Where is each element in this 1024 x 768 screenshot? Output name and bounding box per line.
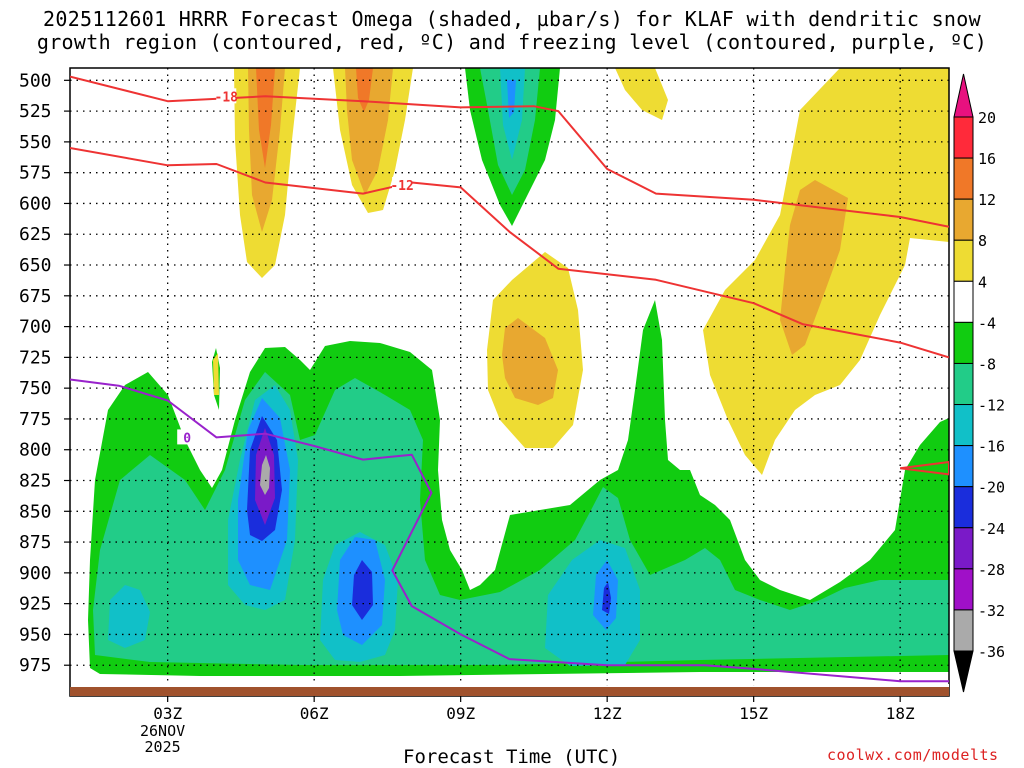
y-tick-label-750: 750	[19, 378, 52, 399]
y-tick-label-975: 975	[19, 655, 52, 676]
colorbar-box-7	[953, 404, 974, 447]
omega-region-minus20-b	[352, 560, 373, 620]
colorbar-label-4: 4	[978, 273, 987, 291]
y-tick-label-725: 725	[19, 347, 52, 368]
contour-label-1: -12	[390, 179, 413, 194]
y-tick-label-875: 875	[19, 532, 52, 553]
omega-region-plus12-05z	[256, 68, 275, 168]
x-tick-label-12Z: 12Z	[593, 704, 622, 723]
ground-surface-strip	[70, 687, 949, 696]
ground-surface-edge	[70, 684, 949, 687]
colorbar-arrow-top	[953, 73, 974, 118]
init-date-label: 26NOV 2025	[140, 723, 185, 755]
y-tick-label-525: 525	[19, 101, 52, 122]
y-tick-label-950: 950	[19, 624, 52, 645]
colorbar-label-6: -8	[978, 355, 996, 373]
grid	[70, 68, 949, 696]
colorbar-box-0	[953, 116, 974, 159]
x-tick-label-18Z: 18Z	[886, 704, 915, 723]
x-axis-title: Forecast Time (UTC)	[403, 746, 621, 768]
y-tick-label-850: 850	[19, 501, 52, 522]
contour-label-0: -18	[215, 90, 239, 105]
y-tick-label-900: 900	[19, 563, 52, 584]
colorbar-label-0: 20	[978, 109, 996, 127]
colorbar-label-5: -4	[978, 314, 996, 332]
colorbar-box-3	[953, 239, 974, 282]
contour-line-1	[70, 147, 949, 359]
y-tick-label-700: 700	[19, 317, 52, 338]
omega-region-plus8-16z	[780, 180, 848, 355]
ground-surface	[70, 684, 949, 696]
colorbar-box-2	[953, 198, 974, 241]
y-tick-label-600: 600	[19, 193, 52, 214]
colorbar-label-9: -20	[978, 479, 1005, 497]
credit-link[interactable]: coolwx.com/modelts	[827, 746, 999, 764]
colorbar-label-10: -24	[978, 520, 1005, 538]
chart-title: 2025112601 HRRR Forecast Omega (shaded, …	[0, 8, 1024, 54]
colorbar-box-8	[953, 445, 974, 488]
y-tick-label-675: 675	[19, 286, 52, 307]
contour-label-bg-2	[177, 429, 198, 445]
omega-region-minus12-aloft	[500, 68, 525, 160]
colorbar-box-10	[953, 527, 974, 570]
colorbar-label-13: -36	[978, 643, 1005, 661]
y-tick-label-925: 925	[19, 594, 52, 615]
omega-region-minus8	[93, 372, 949, 665]
omega-region-minus20-c	[602, 582, 611, 614]
colorbar-label-11: -28	[978, 561, 1005, 579]
y-tick-label-575: 575	[19, 163, 52, 184]
init-date-day: 26NOV	[140, 722, 186, 740]
init-date-year: 2025	[144, 738, 181, 756]
colorbar-box-9	[953, 486, 974, 529]
y-tick-label-550: 550	[19, 132, 52, 153]
colorbar-box-12	[953, 609, 974, 652]
colorbar-arrow-bottom	[953, 650, 974, 693]
x-axis: 03Z 06Z 09Z 12Z 15Z 18Z	[153, 696, 915, 723]
colorbar-box-6	[953, 362, 974, 406]
contour-line-2	[70, 378, 949, 683]
omega-region-plus4-small	[213, 353, 219, 395]
omega-region-minus32	[260, 455, 270, 495]
y-tick-label-500: 500	[19, 70, 52, 91]
y-tick-label-625: 625	[19, 224, 52, 245]
contour-label-bg-1	[392, 176, 413, 192]
colorbar-box-11	[953, 568, 974, 611]
y-tick-label-775: 775	[19, 409, 52, 430]
colorbar-label-12: -32	[978, 602, 1005, 620]
colorbar: 20 16 12 8 4 -4 -8 -12 -16 -20 -24 -28 -32 -36	[953, 73, 1005, 693]
omega-region-plus8-07z	[345, 68, 393, 195]
colorbar-label-2: 12	[978, 191, 996, 209]
contour-label-bg-0	[216, 88, 237, 104]
colorbar-label-3: 8	[978, 232, 987, 250]
x-tick-label-15Z: 15Z	[739, 704, 768, 723]
y-axis: 500 525 550 575 600 625 650 675 700 725 750 775 800 8…	[19, 70, 70, 676]
y-tick-label-650: 650	[19, 255, 52, 276]
omega-region-minus12	[108, 585, 150, 648]
chart-title-line-1: 2025112601 HRRR Forecast Omega (shaded, …	[43, 7, 981, 31]
chart-title-line-2: growth region (contoured, red, ºC) and f…	[36, 30, 988, 54]
colorbar-box-4	[953, 280, 974, 323]
x-tick-label-06Z: 06Z	[300, 704, 329, 723]
contour-pocket-right	[900, 461, 949, 476]
omega-shading	[88, 68, 949, 676]
omega-region-plus8-10z	[502, 318, 558, 405]
y-tick-label-825: 825	[19, 471, 52, 492]
omega-region-minus16-aloft	[507, 80, 516, 118]
colorbar-label-1: 16	[978, 150, 996, 168]
contour-lines: -18 -12 0	[70, 75, 949, 683]
x-tick-label-09Z: 09Z	[446, 704, 475, 723]
contour-line-0	[70, 75, 949, 228]
colorbar-box-1	[953, 157, 974, 200]
omega-region-plus4-11z	[615, 68, 668, 120]
colorbar-label-7: -12	[978, 397, 1005, 415]
x-tick-label-03Z: 03Z	[153, 704, 182, 723]
contour-label-2: 0	[183, 431, 191, 446]
colorbar-label-8: -16	[978, 438, 1005, 456]
colorbar-box-5	[953, 321, 974, 364]
y-tick-label-800: 800	[19, 440, 52, 461]
